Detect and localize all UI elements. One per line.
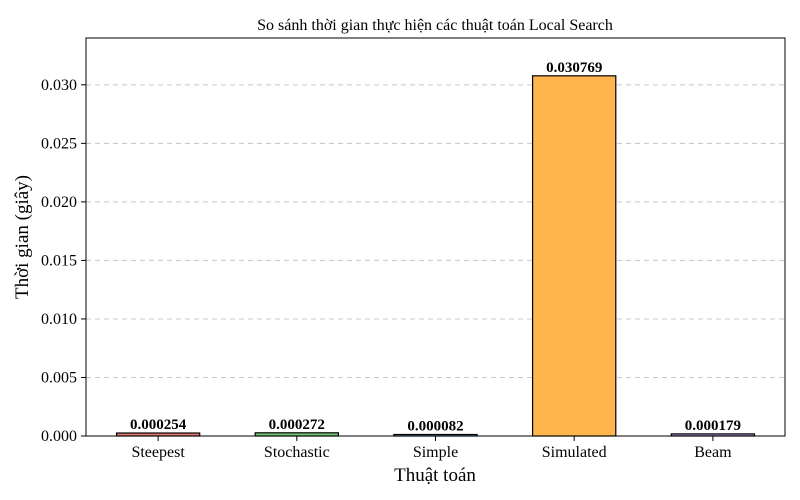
bar-value-label: 0.030769 [546,60,602,76]
y-tick-label: 0.030 [41,77,77,94]
bars [115,75,756,437]
x-tick-label: Stochastic [264,444,330,461]
bar-value-label: 0.000179 [685,418,741,434]
x-axis-ticks: Steepest Stochastic Simple Simulated Beam [131,436,732,461]
x-axis-label: Thuật toán [394,465,476,486]
y-tick-label: 0.010 [41,311,77,328]
y-axis-ticks: 0.000 0.005 0.010 0.015 0.020 0.025 0.030 [41,77,86,445]
bar-value-label: 0.000254 [130,417,187,433]
y-tick-label: 0.000 [41,428,77,445]
y-tick-label: 0.025 [41,135,77,152]
bar-value-label: 0.000272 [269,417,325,433]
x-tick-label: Steepest [131,444,185,461]
bar-simulated [531,75,617,437]
y-tick-label: 0.005 [41,369,77,386]
y-tick-label: 0.020 [41,194,77,211]
x-tick-label: Simple [413,444,458,461]
y-axis-label: Thời gian (giây) [12,175,33,299]
bar-value-labels: 0.000254 0.000272 0.000082 0.030769 0.000179 [130,60,741,435]
chart-title: So sánh thời gian thực hiện các thuật to… [257,17,613,34]
y-tick-label: 0.015 [41,252,77,269]
x-tick-label: Beam [694,444,732,461]
bar-value-label: 0.000082 [407,419,463,435]
x-tick-label: Simulated [542,444,607,461]
